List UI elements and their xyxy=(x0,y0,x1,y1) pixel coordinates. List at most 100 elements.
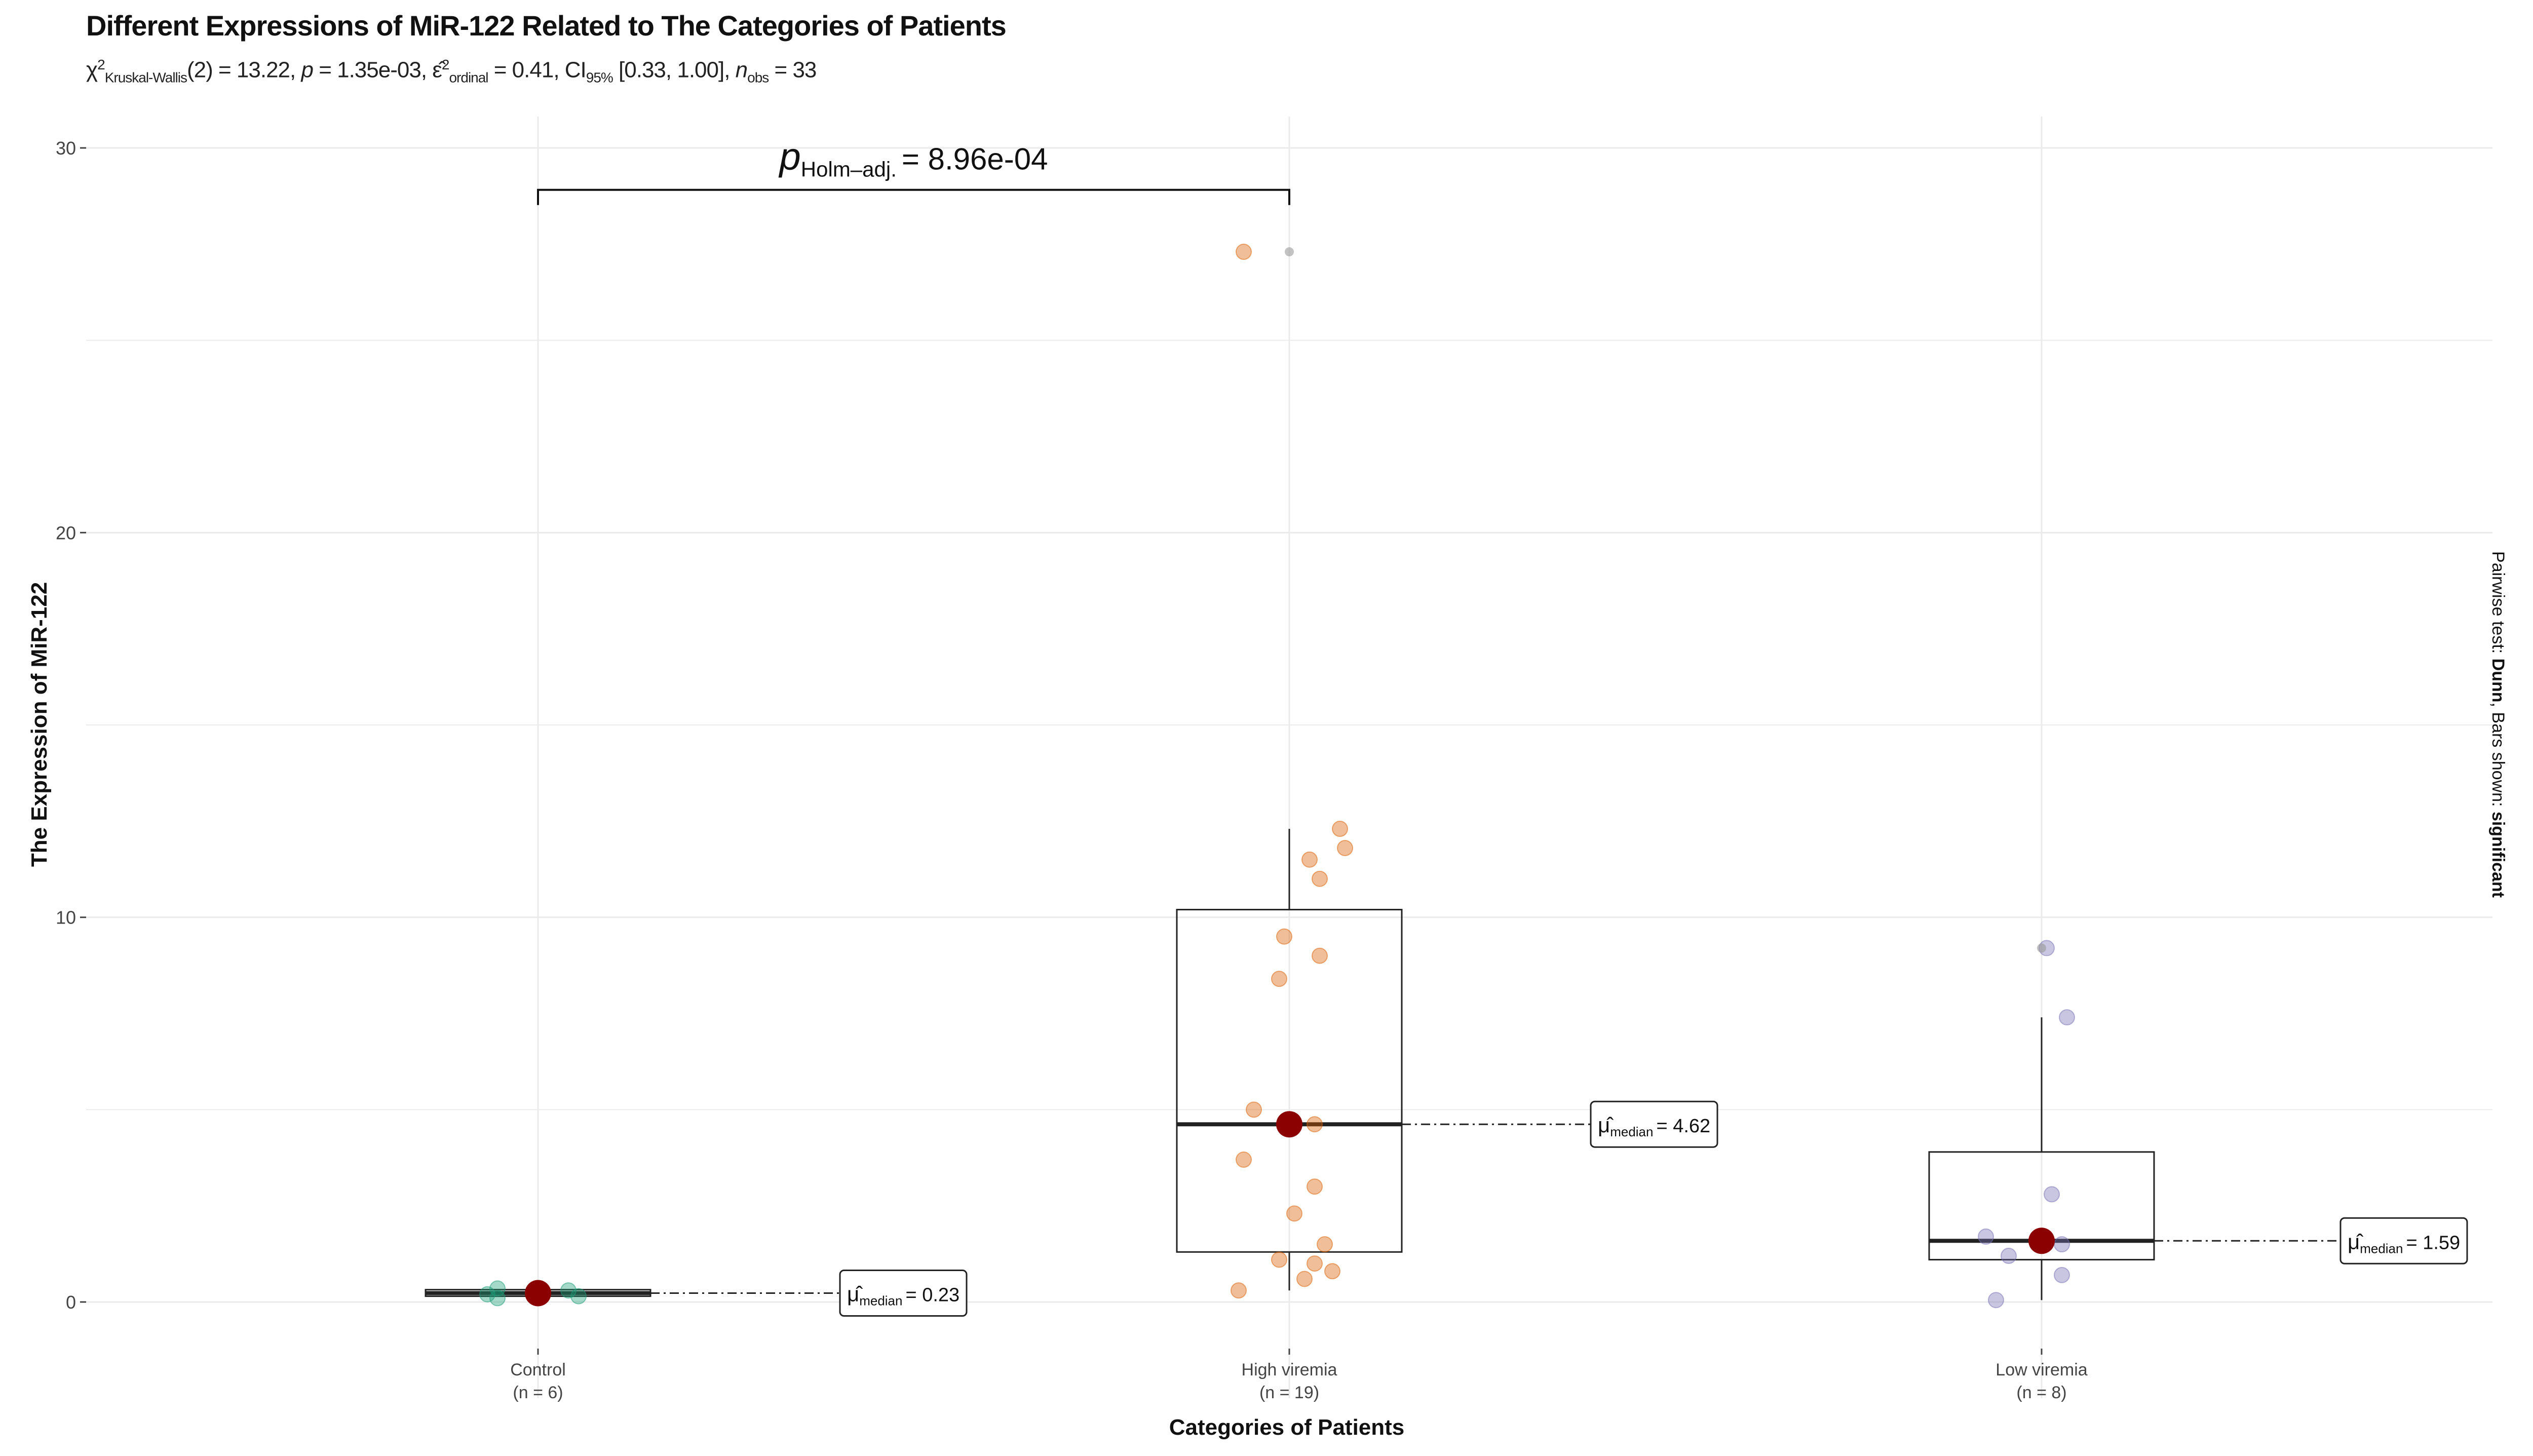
chi-sub: Kruskal-Wallis xyxy=(104,69,187,86)
box xyxy=(1928,1151,2155,1260)
data-point xyxy=(1307,1116,1323,1133)
data-point xyxy=(1231,1282,1247,1299)
x-tick-count: (n = 19) xyxy=(1259,1383,1319,1402)
p-value-text: = 8.96e-04 xyxy=(902,142,1048,176)
data-point xyxy=(1312,870,1328,887)
pairwise-bracket-line xyxy=(537,188,1290,205)
median-value: = 1.59 xyxy=(2406,1232,2460,1253)
side-note-middle: , Bars shown: xyxy=(2488,703,2508,812)
median-point xyxy=(525,1280,551,1307)
pairwise-test-note: Pairwise test: Dunn, Bars shown: signifi… xyxy=(2488,551,2508,898)
data-point xyxy=(1312,947,1328,964)
data-point xyxy=(1307,1178,1323,1195)
mu-subscript: median xyxy=(2360,1241,2403,1256)
data-point xyxy=(1236,244,1252,260)
n-value: = 33 xyxy=(769,57,817,83)
eps-sup: 2 xyxy=(441,57,450,72)
data-point xyxy=(2054,1267,2070,1283)
y-tick-label: 10 xyxy=(56,907,76,928)
data-point xyxy=(489,1280,506,1297)
x-tick-label: High viremia xyxy=(1242,1360,1337,1380)
p-value: = 1.35e-03, xyxy=(313,57,433,83)
data-point xyxy=(1246,1101,1262,1118)
data-point xyxy=(1988,1292,2004,1309)
grid-lines xyxy=(86,117,2492,1398)
x-tick-label: Low viremia xyxy=(1995,1360,2087,1380)
data-point xyxy=(1337,839,1353,856)
median-label: μ̂median = 1.59 xyxy=(2339,1217,2468,1265)
data-point xyxy=(479,1286,495,1302)
data-point xyxy=(1271,1251,1287,1268)
data-point xyxy=(2001,1247,2017,1264)
median-label: μ̂median = 0.23 xyxy=(839,1270,968,1317)
data-point xyxy=(2044,1186,2060,1203)
y-tick-label: 30 xyxy=(56,138,76,159)
group-high-viremia: μ̂median = 4.62 xyxy=(1176,244,1718,1299)
chart-subtitle: χ2Kruskal-Wallis(2) = 13.22, p = 1.35e-0… xyxy=(86,57,817,86)
side-note-prefix: Pairwise test: xyxy=(2488,551,2508,659)
data-point xyxy=(1236,1152,1252,1168)
data-point xyxy=(489,1290,506,1307)
x-axis: Control (n = 6) High viremia (n = 19) Low vi… xyxy=(510,1349,2088,1402)
p-symbol: p xyxy=(779,135,801,178)
y-tick-label: 20 xyxy=(56,522,76,543)
data-point xyxy=(570,1288,587,1305)
eps-sub: ordinal xyxy=(449,69,488,86)
data-point xyxy=(1301,851,1318,868)
pairwise-p-value: pHolm–adj. = 8.96e-04 xyxy=(779,135,1048,181)
ci-sub: 95% xyxy=(586,69,613,86)
median-label-text: μ̂median = 0.23 xyxy=(847,1282,960,1309)
data-point xyxy=(1271,971,1287,987)
y-axis-label: The Expression of MiR-122 xyxy=(27,582,52,867)
x-axis-label: Categories of Patients xyxy=(1169,1415,1405,1440)
side-note-test: Dunn xyxy=(2488,659,2508,703)
outlier-point xyxy=(1285,247,1294,257)
eps-symbol: ε̂ xyxy=(432,57,442,83)
chart-title: Different Expressions of MiR-122 Related… xyxy=(86,10,1007,42)
p-label: p xyxy=(301,57,314,83)
median-point xyxy=(1276,1111,1302,1138)
median-value: = 0.23 xyxy=(905,1285,960,1306)
group-control: μ̂median = 0.23 xyxy=(425,1270,968,1317)
mu-subscript: median xyxy=(859,1293,902,1309)
chi-sup: 2 xyxy=(97,57,105,72)
x-tick-count: (n = 8) xyxy=(2016,1383,2066,1402)
data-point xyxy=(1276,928,1292,945)
x-tick-count: (n = 6) xyxy=(513,1383,563,1402)
pairwise-bracket: pHolm–adj. = 8.96e-04 xyxy=(537,135,1290,205)
chi-symbol: χ xyxy=(86,57,98,83)
median-label-box xyxy=(839,1270,968,1317)
data-point xyxy=(560,1282,577,1299)
chi-stat: (2) = 13.22, xyxy=(187,57,301,83)
side-note-bars: significant xyxy=(2488,812,2508,898)
groups: μ̂median = 0.23 μ̂median = 4.62 μ̂median = 1.… xyxy=(425,244,2468,1317)
data-point xyxy=(1317,1236,1333,1253)
n-label: n xyxy=(735,57,748,83)
box xyxy=(1176,908,1403,1253)
y-tick-label: 0 xyxy=(66,1292,76,1313)
data-point xyxy=(1296,1271,1313,1287)
median-label-box xyxy=(2339,1217,2468,1265)
mu-subscript: median xyxy=(1610,1124,1653,1139)
data-point xyxy=(1307,1255,1323,1272)
data-point xyxy=(1286,1205,1302,1222)
median-label-box xyxy=(1590,1100,1718,1148)
group-low-viremia: μ̂median = 1.59 xyxy=(1928,940,2468,1309)
median-label: μ̂median = 4.62 xyxy=(1590,1100,1718,1148)
outlier-point xyxy=(2037,943,2046,953)
ci-value: [0.33, 1.00], xyxy=(612,57,736,83)
p-subscript: Holm–adj. xyxy=(801,158,897,181)
median-label-text: μ̂median = 1.59 xyxy=(2348,1230,2460,1256)
data-point xyxy=(2054,1236,2070,1253)
eps-value: = 0.41, CI xyxy=(488,57,587,83)
x-tick-label: Control xyxy=(510,1360,566,1380)
n-sub: obs xyxy=(747,69,769,86)
y-axis: 0 10 20 30 xyxy=(56,138,86,1313)
data-point xyxy=(1324,1263,1340,1280)
median-value: = 4.62 xyxy=(1656,1116,1710,1137)
data-point xyxy=(1332,821,1348,837)
data-point xyxy=(1978,1228,1994,1245)
median-point xyxy=(2028,1228,2055,1254)
data-point xyxy=(2059,1009,2075,1026)
